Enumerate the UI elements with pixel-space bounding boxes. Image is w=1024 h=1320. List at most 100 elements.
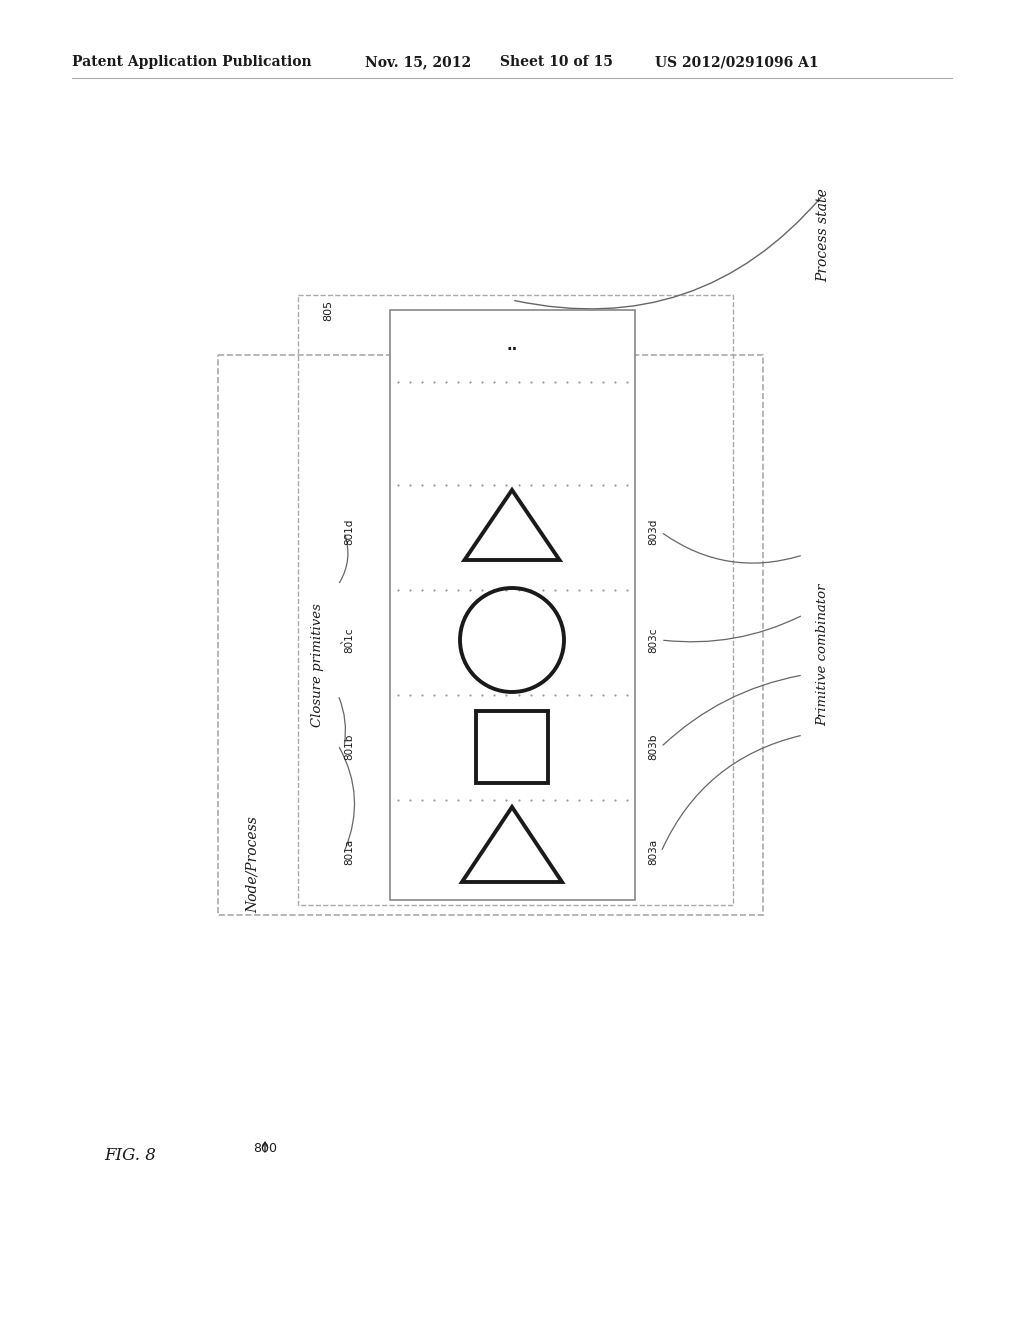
Text: 801c: 801c (344, 627, 354, 653)
Point (535, 474, 551, 495)
Point (462, 474, 478, 495)
Point (607, 789, 624, 810)
Point (390, 371, 407, 392)
Point (570, 789, 587, 810)
Point (618, 579, 635, 601)
Text: 803c: 803c (648, 627, 658, 653)
Text: 801b: 801b (344, 734, 354, 760)
Point (558, 474, 574, 495)
Point (522, 579, 539, 601)
Point (618, 371, 635, 392)
Point (390, 579, 407, 601)
Point (486, 371, 503, 392)
Point (607, 579, 624, 601)
Text: Process state: Process state (816, 187, 830, 282)
Point (510, 685, 526, 706)
Point (499, 579, 515, 601)
Point (426, 371, 442, 392)
Text: FIG. 8: FIG. 8 (104, 1147, 156, 1163)
Text: ..: .. (507, 338, 517, 352)
Text: 803d: 803d (648, 519, 658, 545)
Text: Sheet 10 of 15: Sheet 10 of 15 (500, 55, 613, 69)
Point (535, 789, 551, 810)
Point (583, 371, 599, 392)
Point (535, 579, 551, 601)
Text: 805: 805 (323, 300, 333, 321)
Point (570, 474, 587, 495)
Point (547, 685, 563, 706)
Point (547, 371, 563, 392)
Point (522, 789, 539, 810)
Point (499, 474, 515, 495)
Point (414, 371, 430, 392)
Point (570, 371, 587, 392)
Text: Patent Application Publication: Patent Application Publication (72, 55, 311, 69)
Point (522, 371, 539, 392)
Point (558, 685, 574, 706)
Point (438, 685, 455, 706)
Text: Primitive combinator: Primitive combinator (816, 583, 829, 726)
Point (401, 579, 418, 601)
Point (390, 474, 407, 495)
Point (462, 579, 478, 601)
Point (486, 579, 503, 601)
Bar (476, 711, 548, 783)
Point (522, 474, 539, 495)
Point (414, 789, 430, 810)
Point (583, 474, 599, 495)
Point (607, 371, 624, 392)
Point (486, 789, 503, 810)
Point (390, 685, 407, 706)
Point (510, 789, 526, 810)
Point (451, 371, 467, 392)
Point (499, 789, 515, 810)
Point (438, 789, 455, 810)
Text: US 2012/0291096 A1: US 2012/0291096 A1 (655, 55, 818, 69)
Point (401, 371, 418, 392)
Point (558, 371, 574, 392)
Bar (298, 294, 733, 906)
Point (474, 789, 490, 810)
Text: 800: 800 (253, 1142, 278, 1155)
Point (401, 685, 418, 706)
Point (618, 789, 635, 810)
Point (414, 579, 430, 601)
Point (595, 579, 611, 601)
Point (438, 474, 455, 495)
Point (426, 685, 442, 706)
Point (451, 474, 467, 495)
Point (547, 579, 563, 601)
Point (474, 371, 490, 392)
Point (583, 579, 599, 601)
Point (558, 579, 574, 601)
Point (474, 579, 490, 601)
Point (414, 685, 430, 706)
Point (438, 371, 455, 392)
Point (451, 579, 467, 601)
Point (390, 789, 407, 810)
Point (426, 579, 442, 601)
Point (426, 474, 442, 495)
Point (547, 474, 563, 495)
Point (462, 789, 478, 810)
Point (474, 474, 490, 495)
Point (595, 474, 611, 495)
Point (499, 371, 515, 392)
Text: 801a: 801a (344, 840, 354, 865)
Point (401, 474, 418, 495)
Text: 803b: 803b (648, 734, 658, 760)
Point (558, 789, 574, 810)
Bar (218, 355, 763, 915)
Point (595, 789, 611, 810)
Point (462, 371, 478, 392)
Text: Node/Process: Node/Process (246, 817, 260, 913)
Point (510, 579, 526, 601)
Point (510, 371, 526, 392)
Bar (390, 310, 635, 900)
Point (583, 685, 599, 706)
Point (618, 474, 635, 495)
Point (547, 789, 563, 810)
Text: 801d: 801d (344, 519, 354, 545)
Point (426, 789, 442, 810)
Point (607, 474, 624, 495)
